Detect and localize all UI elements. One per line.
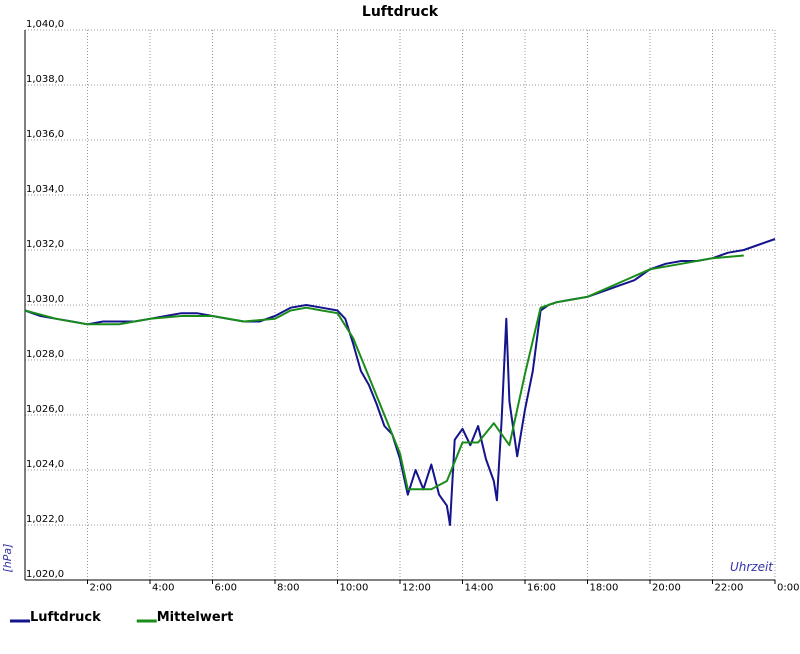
y-tick-label: 1,022,0 — [26, 514, 64, 525]
x-axis-label: Uhrzeit — [730, 560, 774, 574]
y-tick-label: 1,038,0 — [26, 74, 64, 85]
x-tick-label: 0:00 — [777, 582, 799, 593]
y-axis-label: [hPa] — [1, 544, 14, 573]
x-tick-label: 12:00 — [402, 582, 431, 593]
y-tick-label: 1,020,0 — [26, 569, 64, 580]
chart-title: Luftdruck — [362, 4, 439, 20]
x-tick-label: 6:00 — [215, 582, 237, 593]
y-tick-label: 1,034,0 — [26, 184, 64, 195]
y-tick-label: 1,030,0 — [26, 294, 64, 305]
y-tick-label: 1,028,0 — [26, 349, 64, 360]
x-tick-label: 14:00 — [465, 582, 494, 593]
y-tick-label: 1,036,0 — [26, 129, 64, 140]
x-tick-label: 16:00 — [527, 582, 556, 593]
series-line — [24, 254, 744, 491]
y-tick-label: 1,024,0 — [26, 459, 64, 470]
x-tick-label: 10:00 — [340, 582, 369, 593]
y-tick-label: 1,026,0 — [26, 404, 64, 415]
y-tick-label: 1,040,0 — [26, 19, 64, 30]
x-tick-label: 4:00 — [152, 582, 174, 593]
legend-label: Mittelwert — [157, 610, 234, 625]
x-tick-label: 2:00 — [90, 582, 112, 593]
x-tick-label: 18:00 — [590, 582, 619, 593]
x-tick-label: 22:00 — [715, 582, 744, 593]
y-tick-label: 1,032,0 — [26, 239, 64, 250]
x-tick-label: 20:00 — [652, 582, 681, 593]
series-line — [24, 238, 776, 526]
x-tick-label: 8:00 — [277, 582, 299, 593]
legend-label: Luftdruck — [30, 610, 101, 625]
